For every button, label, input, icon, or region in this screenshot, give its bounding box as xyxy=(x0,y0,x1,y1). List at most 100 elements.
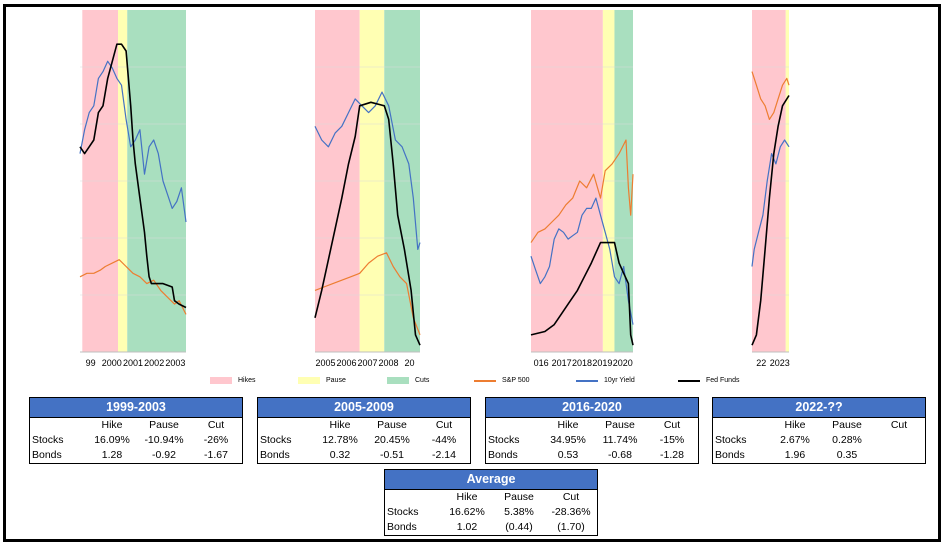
legend-label: Pause xyxy=(326,377,346,384)
table-cell: 34.95% xyxy=(550,434,586,446)
row-label: Bonds xyxy=(32,449,62,461)
x-tick-label: 20 xyxy=(404,358,414,368)
row-label: Bonds xyxy=(488,449,518,461)
table-cell: Pause xyxy=(504,491,534,503)
table-cell: Hike xyxy=(101,419,123,431)
table-header-row: Hike Pause Cut xyxy=(30,418,242,433)
table-cell: 5.38% xyxy=(504,506,534,518)
table-cell: (0.44) xyxy=(505,521,533,533)
series-sp500 xyxy=(314,252,421,336)
table-cell xyxy=(873,448,925,463)
table-cell: Pause xyxy=(605,419,635,431)
row-label: Bonds xyxy=(260,449,290,461)
table-row: Bonds 1.96 0.35 xyxy=(713,448,925,463)
series-yield xyxy=(530,197,634,325)
legend-label: S&P 500 xyxy=(502,377,530,384)
summary-table-5: Average Hike Pause Cut Stocks 16.62% 5.38% -28.… xyxy=(384,469,598,536)
x-tick-label: 2020 xyxy=(613,358,633,368)
row-label xyxy=(486,418,542,433)
table-title: 2016-2020 xyxy=(486,398,698,418)
table-cell: 16.09% xyxy=(94,434,130,446)
table-header-row: Hike Pause Cut xyxy=(713,418,925,433)
x-tick-label: 2017 xyxy=(552,358,572,368)
legend-line xyxy=(678,380,700,382)
x-tick-label: 2023 xyxy=(770,358,790,368)
table-cell: Pause xyxy=(377,419,407,431)
legend-swatch xyxy=(210,377,232,384)
table-title: Average xyxy=(385,470,597,490)
table-cell: Cut xyxy=(890,419,908,431)
table-row: Bonds 0.53 -0.68 -1.28 xyxy=(486,448,698,463)
table-cell: -0.51 xyxy=(380,449,404,461)
table-cell: -44% xyxy=(431,434,457,446)
table-title: 2022-?? xyxy=(713,398,925,418)
table-cell: Cut xyxy=(207,419,225,431)
table-row: Stocks 16.09% -10.94% -26% xyxy=(30,433,242,448)
table-row: Bonds 1.02 (0.44) (1.70) xyxy=(385,520,597,535)
table-cell: Cut xyxy=(562,491,580,503)
x-tick-label: 2019 xyxy=(592,358,612,368)
x-tick-label: 016 xyxy=(534,358,549,368)
table-row: Bonds 0.32 -0.51 -2.14 xyxy=(258,448,470,463)
series-sp500 xyxy=(79,259,187,315)
table-cell: 0.35 xyxy=(836,449,858,461)
table-cell: -1.67 xyxy=(204,449,228,461)
row-label xyxy=(713,418,769,433)
legend-line xyxy=(576,380,598,382)
table-header-row: Hike Pause Cut xyxy=(486,418,698,433)
table-row: Bonds 1.28 -0.92 -1.67 xyxy=(30,448,242,463)
series-yield xyxy=(751,139,790,267)
row-label: Stocks xyxy=(32,434,64,446)
table-cell: Hike xyxy=(329,419,351,431)
legend-swatch xyxy=(298,377,320,384)
table-cell: 20.45% xyxy=(374,434,410,446)
series-sp500 xyxy=(530,139,634,243)
table-cell: Pause xyxy=(149,419,179,431)
table-cell: -1.28 xyxy=(660,449,684,461)
row-label xyxy=(385,490,441,505)
series-sp500 xyxy=(751,71,790,121)
table-cell: Cut xyxy=(663,419,681,431)
table-cell: -0.68 xyxy=(608,449,632,461)
row-label: Stocks xyxy=(488,434,520,446)
summary-table-3: 2016-2020 Hike Pause Cut Stocks 34.95% 11.74% -… xyxy=(485,397,699,464)
table-cell: -26% xyxy=(203,434,229,446)
x-tick-label: 99 xyxy=(86,358,96,368)
x-tick-label: 2001 xyxy=(123,358,143,368)
summary-table-2: 2005-2009 Hike Pause Cut Stocks 12.78% 20.45% -… xyxy=(257,397,471,464)
x-tick-label: 2000 xyxy=(102,358,122,368)
series-fedfunds xyxy=(751,95,790,346)
legend-label: Fed Funds xyxy=(706,377,740,384)
table-cell: -28.36% xyxy=(551,506,591,518)
chart-panel-3: 016 2017 2018 2019 2020 xyxy=(530,10,634,368)
series-fedfunds xyxy=(530,241,634,346)
summary-table-4: 2022-?? Hike Pause Cut Stocks 2.67% 0.28% Bonds… xyxy=(712,397,926,464)
series-fedfunds xyxy=(314,101,421,346)
summary-table-1: 1999-2003 Hike Pause Cut Stocks 16.09% -10.94%… xyxy=(29,397,243,464)
table-cell: Cut xyxy=(435,419,453,431)
table-row: Stocks 34.95% 11.74% -15% xyxy=(486,433,698,448)
table-cell: 16.62% xyxy=(449,506,485,518)
x-tick-label: 2018 xyxy=(572,358,592,368)
chart-panel-2: 2005 2006 2007 2008 20 xyxy=(314,10,421,368)
table-cell: -15% xyxy=(659,434,685,446)
row-label: Bonds xyxy=(715,449,745,461)
row-label: Stocks xyxy=(387,506,419,518)
chart-panel-1: 99 2000 2001 2002 2003 xyxy=(79,10,187,368)
table-cell: 12.78% xyxy=(322,434,358,446)
table-row: Stocks 12.78% 20.45% -44% xyxy=(258,433,470,448)
table-cell: -2.14 xyxy=(432,449,456,461)
table-cell: 1.02 xyxy=(456,521,478,533)
x-tick-label: 2002 xyxy=(144,358,164,368)
x-tick-label: 2008 xyxy=(378,358,398,368)
legend-line xyxy=(474,380,496,382)
table-cell: 2.67% xyxy=(780,434,810,446)
table-title: 1999-2003 xyxy=(30,398,242,418)
x-tick-label: 22 xyxy=(756,358,766,368)
table-cell: (1.70) xyxy=(557,521,585,533)
table-header-row: Hike Pause Cut xyxy=(258,418,470,433)
table-cell: -10.94% xyxy=(144,434,184,446)
row-label: Stocks xyxy=(260,434,292,446)
table-cell: -0.92 xyxy=(152,449,176,461)
